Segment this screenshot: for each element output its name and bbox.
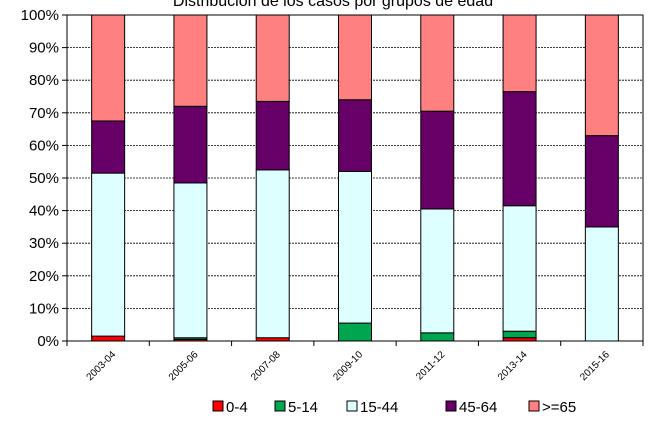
x-tick-label: 2013-14 — [496, 349, 530, 383]
x-tick-label: 2011-12 — [414, 349, 448, 383]
bar-segment — [338, 322, 372, 342]
bar-segment — [584, 226, 619, 342]
bar-segment — [502, 330, 537, 339]
bars — [91, 14, 619, 342]
y-tick-label: 40% — [29, 203, 59, 220]
bar-segment — [91, 172, 126, 337]
legend-label: 15-44 — [360, 399, 398, 416]
legend-swatch — [212, 400, 224, 412]
legend-label: 0-4 — [226, 399, 248, 416]
bar-segment — [584, 135, 619, 228]
legend-label: >=65 — [542, 399, 576, 416]
legend-swatch — [346, 400, 358, 412]
legend-item: 45-64 — [445, 399, 497, 416]
x-tick-label: 2005-06 — [167, 349, 201, 383]
bar-segment — [420, 14, 455, 112]
y-tick-label: 100% — [21, 7, 59, 24]
legend-label: 45-64 — [459, 399, 497, 416]
bar-segment — [255, 169, 290, 339]
bar-segment — [502, 14, 537, 93]
bar-segment — [91, 14, 126, 122]
legend-swatch — [274, 400, 286, 412]
legend-swatch — [445, 400, 457, 412]
y-tick-label: 60% — [29, 137, 59, 154]
y-tick-label: 0% — [37, 333, 59, 350]
bar-segment — [173, 14, 208, 107]
y-tick-label: 10% — [29, 300, 59, 317]
bar-segment — [338, 99, 372, 172]
legend-label: 5-14 — [288, 399, 318, 416]
bar-segment — [420, 208, 455, 334]
legend: 0-4 5-14 15-44 45-64 >=65 — [212, 399, 576, 416]
y-tick-label: 90% — [29, 40, 59, 57]
x-tick-label: 2003-04 — [85, 349, 119, 383]
legend-swatch — [528, 400, 540, 412]
x-tick-label: 2015-16 — [578, 349, 612, 383]
bar-segment — [173, 105, 208, 184]
bar-segment — [338, 170, 372, 324]
x-tick-label: 2009-10 — [331, 349, 365, 383]
bar-segment — [502, 205, 537, 332]
legend-item: >=65 — [528, 399, 576, 416]
bar-segment — [255, 100, 290, 171]
bar-segment — [502, 91, 537, 207]
bar-segment — [91, 120, 126, 174]
legend-item: 15-44 — [346, 399, 398, 416]
bar-segment — [420, 332, 455, 342]
y-axis: 0% 10% 20% 30% 40% 50% 60% 70% 80% 90% 100% — [21, 7, 67, 350]
plot-area-border — [66, 14, 644, 342]
y-tick-label: 50% — [29, 170, 59, 187]
y-tick-label: 70% — [29, 105, 59, 122]
y-tick-label: 20% — [29, 268, 59, 285]
bar-segment — [338, 14, 372, 101]
legend-item: 0-4 — [212, 399, 248, 416]
x-axis: 2003-04 2005-06 2007-08 2009-10 2011-12 2013-… — [66, 341, 644, 383]
bar-segment — [173, 182, 208, 339]
x-tick-label: 2007-08 — [249, 349, 283, 383]
bar-segment — [255, 14, 290, 102]
chart-title: Distribución de los casos por grupos de … — [173, 0, 493, 10]
bar-segment — [91, 335, 126, 342]
bar-segment — [584, 14, 619, 137]
y-tick-label: 30% — [29, 235, 59, 252]
legend-item: 5-14 — [274, 399, 318, 416]
bar-segment — [420, 110, 455, 210]
y-tick-label: 80% — [29, 72, 59, 89]
